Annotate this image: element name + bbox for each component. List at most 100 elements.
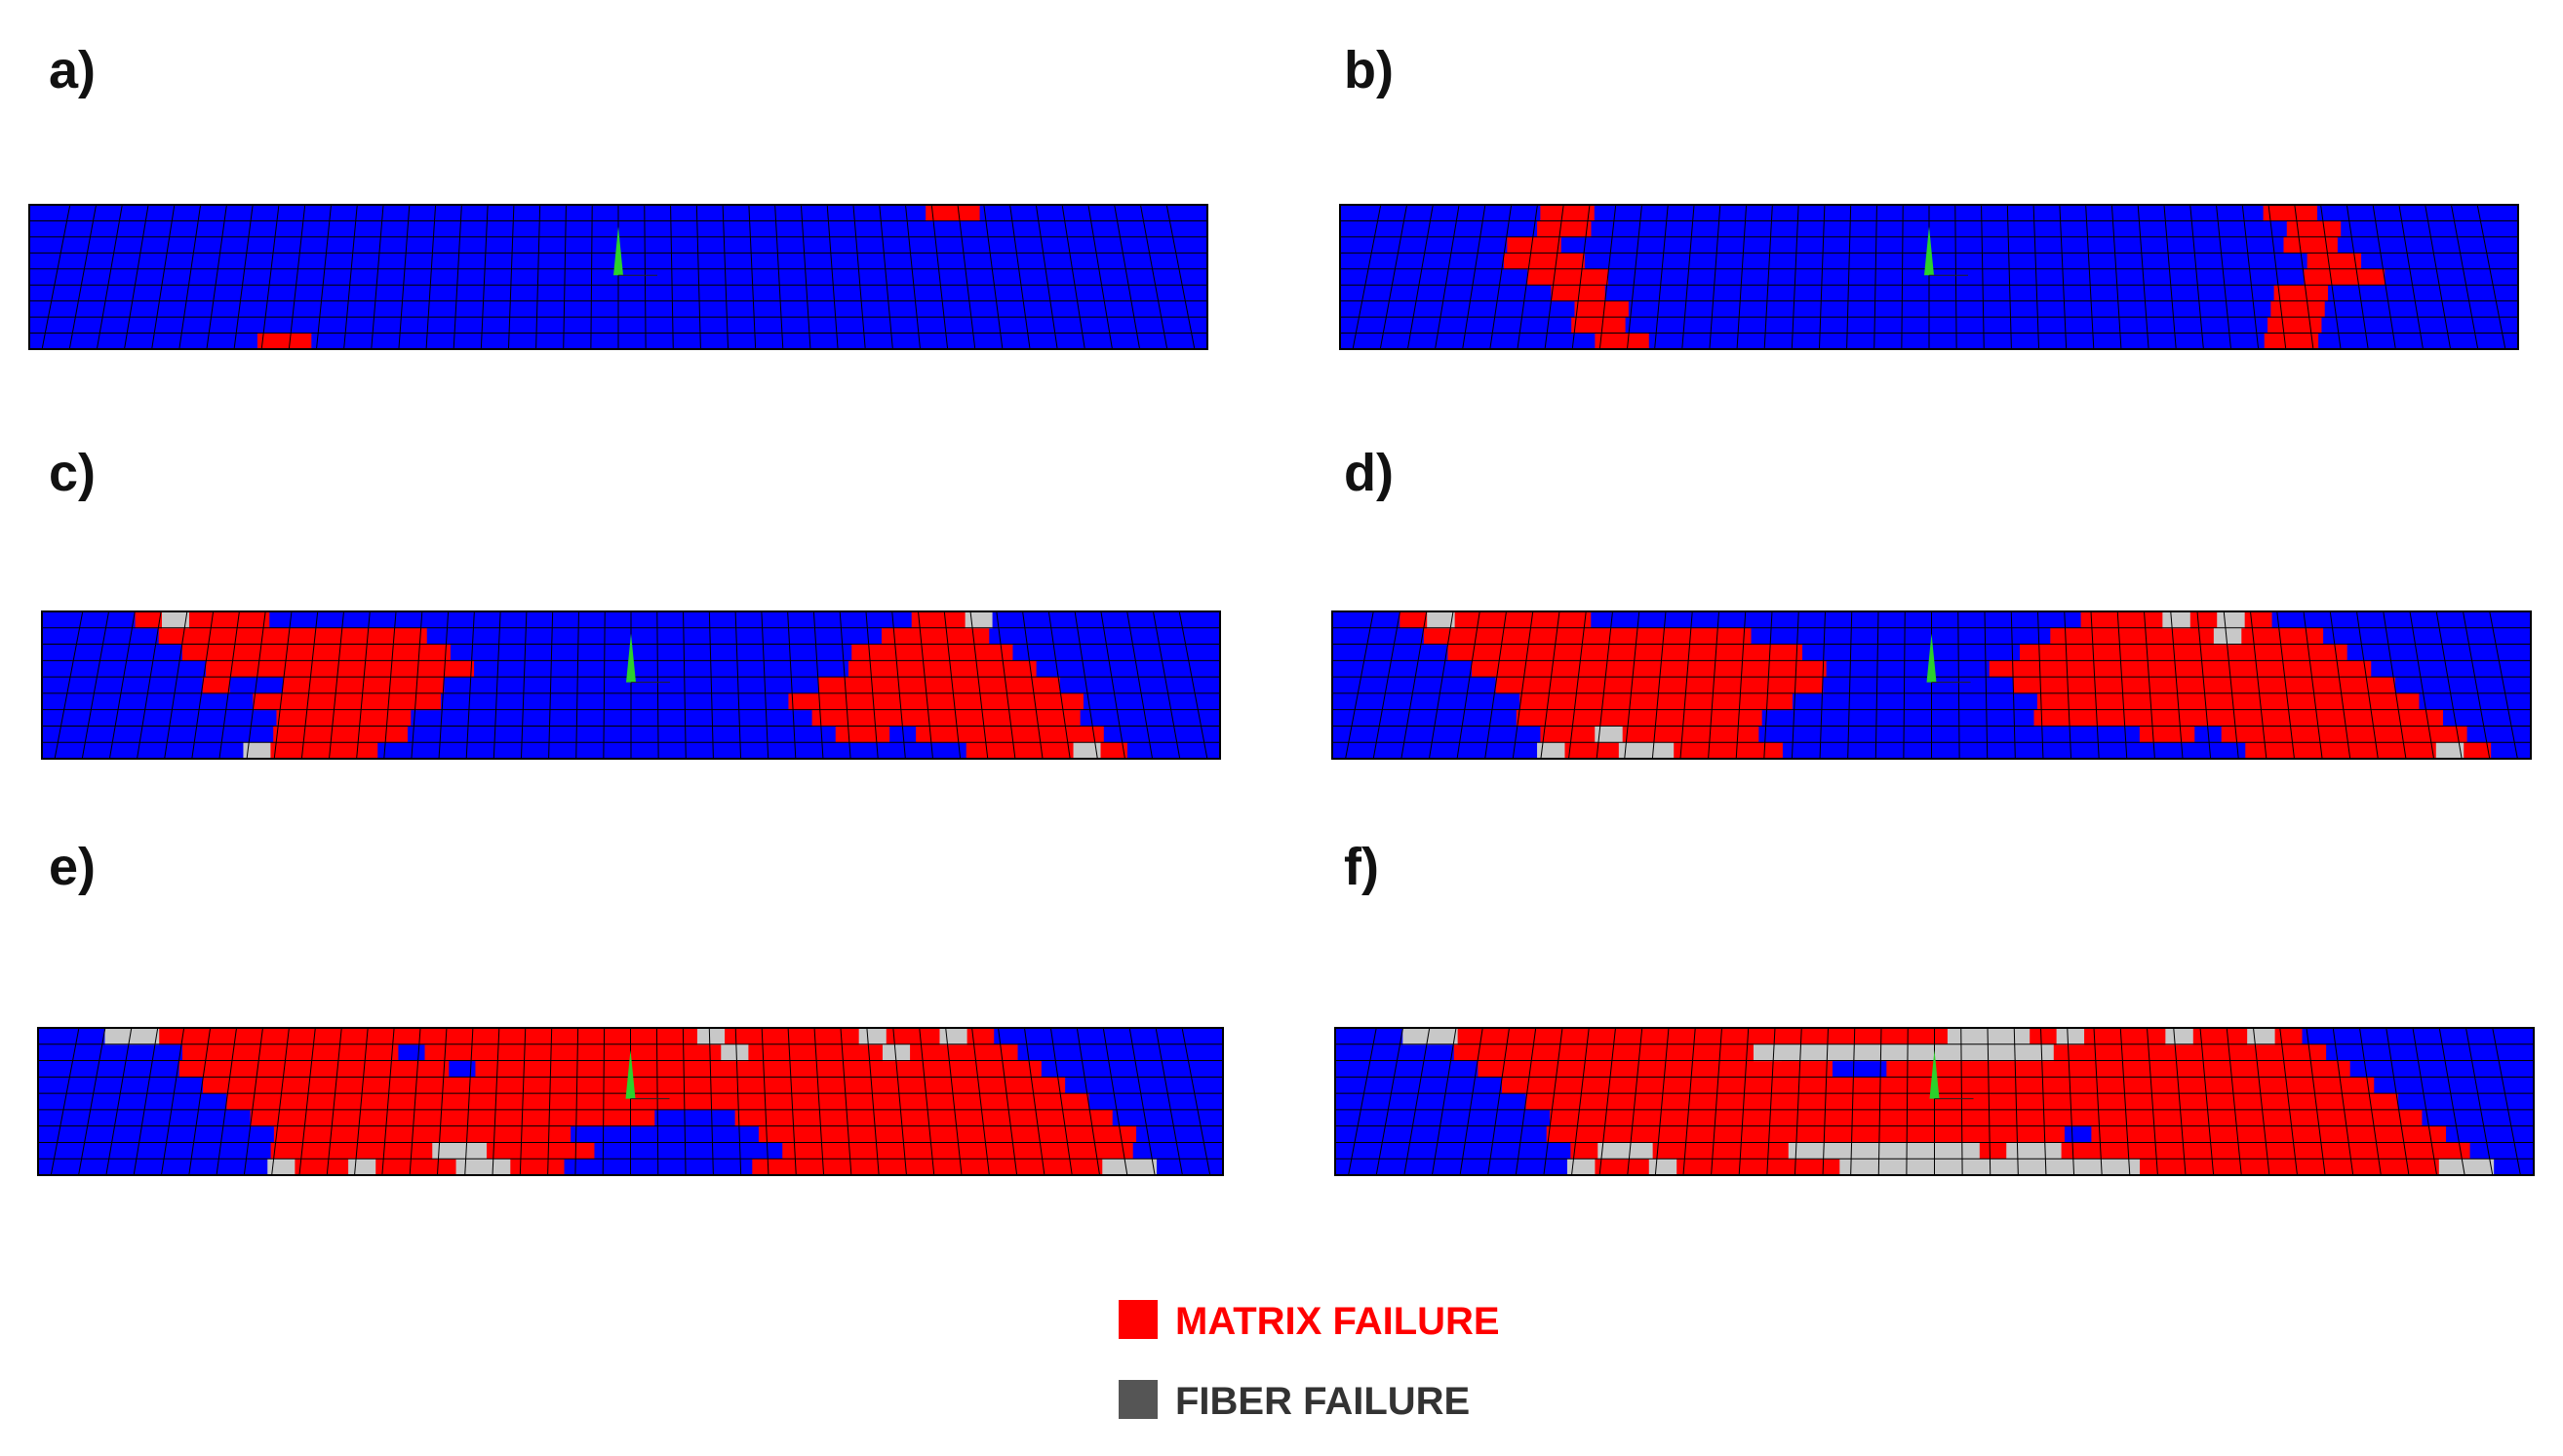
matrix-failure-cell bbox=[1054, 1125, 1083, 1143]
mesh-col-line bbox=[464, 1027, 474, 1176]
matrix-failure-cell bbox=[1710, 692, 1739, 711]
matrix-failure-cell bbox=[2188, 1043, 2218, 1062]
fiber-failure-cell bbox=[1073, 742, 1101, 760]
matrix-failure-cell bbox=[1982, 1125, 2011, 1143]
fiber-failure-cell bbox=[1862, 1043, 1891, 1062]
matrix-failure-cell bbox=[940, 1159, 968, 1176]
matrix-failure-cell bbox=[2091, 692, 2120, 711]
mesh-col-line bbox=[813, 1027, 825, 1176]
matrix-failure-cell bbox=[1825, 1093, 1854, 1111]
matrix-failure-cell bbox=[212, 1028, 241, 1045]
matrix-failure-cell bbox=[2390, 692, 2420, 711]
matrix-failure-cell bbox=[1532, 627, 1561, 646]
matrix-failure-cell bbox=[478, 1043, 506, 1062]
matrix-failure-cell bbox=[1801, 1077, 1830, 1094]
matrix-failure-cell bbox=[1533, 236, 1561, 254]
mesh-col-line bbox=[2359, 1027, 2382, 1176]
mesh-col-line bbox=[1406, 204, 1434, 350]
matrix-failure-cell bbox=[327, 726, 355, 743]
mesh-col-line bbox=[1708, 610, 1719, 760]
matrix-failure-cell bbox=[259, 1060, 288, 1078]
matrix-failure-cell bbox=[1019, 742, 1047, 760]
matrix-failure-cell bbox=[1931, 1109, 1959, 1127]
matrix-failure-cell bbox=[2265, 1077, 2293, 1094]
matrix-failure-cell bbox=[1007, 1093, 1036, 1111]
mesh-col-line bbox=[381, 1027, 395, 1176]
matrix-failure-cell bbox=[1538, 1028, 1567, 1045]
matrix-failure-cell bbox=[1991, 1077, 2021, 1094]
matrix-failure-cell bbox=[1032, 677, 1060, 694]
matrix-failure-cell bbox=[209, 1043, 237, 1062]
panel-label-d: d) bbox=[1344, 444, 1394, 502]
matrix-failure-cell bbox=[1716, 1093, 1745, 1111]
mesh-col-line bbox=[2465, 1027, 2494, 1176]
mesh-col-line bbox=[409, 1027, 421, 1176]
matrix-failure-cell bbox=[980, 1093, 1008, 1111]
fiber-failure-cell bbox=[1402, 1028, 1431, 1045]
fiber-failure-cell bbox=[1889, 1043, 1918, 1062]
matrix-failure-cell bbox=[523, 1093, 551, 1111]
fiber-failure-cell bbox=[965, 611, 993, 629]
matrix-failure-cell bbox=[386, 692, 414, 711]
matrix-failure-cell bbox=[363, 677, 391, 694]
matrix-failure-cell bbox=[2315, 660, 2345, 678]
mesh-col-line bbox=[1100, 610, 1125, 760]
matrix-failure-cell bbox=[239, 1028, 267, 1045]
matrix-failure-cell bbox=[1024, 1142, 1052, 1160]
matrix-failure-cell bbox=[640, 1043, 668, 1062]
mesh-col-line bbox=[1735, 610, 1747, 760]
matrix-failure-cell bbox=[2146, 1125, 2174, 1143]
matrix-failure-cell bbox=[1882, 1077, 1912, 1094]
matrix-failure-cell bbox=[1797, 1093, 1827, 1111]
matrix-failure-cell bbox=[818, 677, 847, 694]
matrix-failure-cell bbox=[526, 1077, 554, 1094]
matrix-failure-cell bbox=[1607, 1093, 1636, 1111]
matrix-failure-cell bbox=[1756, 1028, 1785, 1045]
fiber-failure-cell bbox=[1618, 742, 1647, 760]
mesh-col-line bbox=[879, 204, 893, 350]
mesh-col-line bbox=[2279, 1027, 2298, 1176]
mesh-col-line bbox=[1489, 204, 1513, 350]
axis-triad-icon bbox=[626, 633, 636, 683]
matrix-failure-cell bbox=[923, 1109, 952, 1127]
matrix-failure-cell bbox=[2131, 1060, 2160, 1078]
mesh-col-line bbox=[2476, 204, 2506, 350]
matrix-failure-cell bbox=[934, 627, 963, 646]
matrix-failure-cell bbox=[2354, 742, 2383, 760]
mesh-col-line bbox=[1596, 610, 1613, 760]
mesh-col-line bbox=[2032, 204, 2040, 350]
matrix-failure-cell bbox=[2315, 1093, 2344, 1111]
matrix-failure-cell bbox=[1052, 709, 1081, 727]
matrix-failure-cell bbox=[1665, 644, 1694, 661]
matrix-failure-cell bbox=[2255, 692, 2283, 711]
matrix-failure-cell bbox=[839, 709, 866, 727]
matrix-failure-cell bbox=[1447, 644, 1476, 661]
matrix-failure-cell bbox=[815, 1109, 844, 1127]
mesh-col-line bbox=[969, 610, 989, 760]
mesh-col-line bbox=[1822, 1027, 1829, 1176]
matrix-failure-cell bbox=[1553, 660, 1582, 678]
matrix-failure-cell bbox=[637, 1060, 665, 1078]
matrix-failure-cell bbox=[1682, 692, 1712, 711]
matrix-failure-cell bbox=[962, 627, 990, 646]
matrix-failure-cell bbox=[741, 1077, 769, 1094]
matrix-failure-cell bbox=[321, 1159, 349, 1176]
matrix-failure-cell bbox=[2291, 1077, 2320, 1094]
mesh-col-line bbox=[1794, 1027, 1802, 1176]
mesh-col-line bbox=[1155, 1027, 1183, 1176]
matrix-failure-cell bbox=[2330, 726, 2358, 743]
matrix-failure-cell bbox=[762, 1109, 790, 1127]
matrix-failure-cell bbox=[396, 644, 424, 661]
mesh-col-line bbox=[105, 1027, 133, 1176]
matrix-failure-cell bbox=[334, 1093, 362, 1111]
mesh-col-line bbox=[1487, 1027, 1510, 1176]
matrix-failure-cell bbox=[818, 1093, 847, 1111]
matrix-failure-cell bbox=[364, 1077, 392, 1094]
mesh-col-line bbox=[695, 204, 701, 350]
mesh-col-line bbox=[2332, 1027, 2354, 1176]
mesh-col-line bbox=[866, 1027, 880, 1176]
matrix-failure-cell bbox=[927, 1093, 955, 1111]
matrix-failure-cell bbox=[1540, 205, 1568, 221]
matrix-failure-cell bbox=[2367, 677, 2395, 694]
matrix-failure-cell bbox=[1502, 644, 1530, 661]
